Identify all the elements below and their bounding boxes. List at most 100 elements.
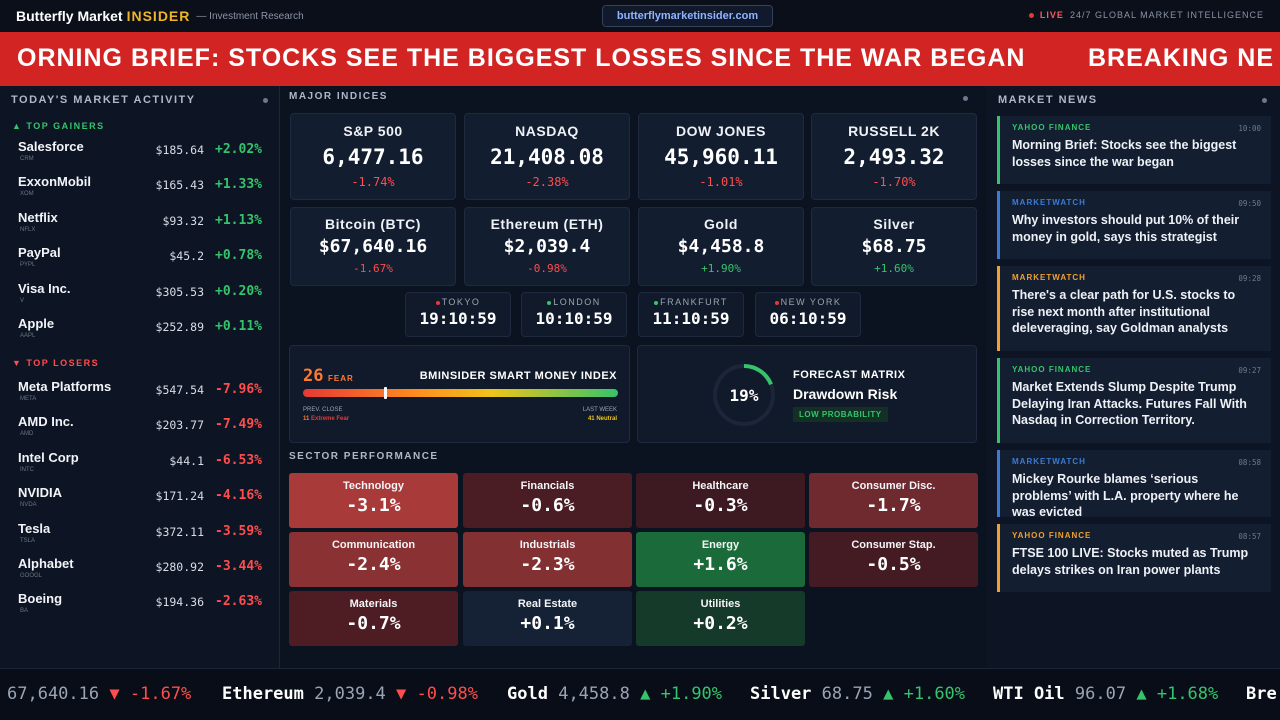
stock-row[interactable]: Apple AAPL $252.89 +0.11% (0, 313, 280, 348)
clock-city: TOKYO (441, 297, 481, 307)
center-panel: MAJOR INDICES S&P 500 6,477.16 -1.74% NA… (281, 86, 987, 668)
stock-row[interactable]: Tesla TSLA $372.11 -3.59% (0, 518, 280, 553)
index-card-russell[interactable]: RUSSELL 2K 2,493.32 -1.70% (811, 113, 977, 200)
smart-money-index-panel[interactable]: 26 FEAR BMINSIDER SMART MONEY INDEX PREV… (289, 345, 630, 443)
stock-row[interactable]: NVIDIA NVDA $171.24 -4.16% (0, 482, 280, 517)
brand-insider: INSIDER (126, 8, 191, 24)
sector-tile[interactable]: Healthcare -0.3% (636, 473, 805, 528)
top-bar: Butterfly Market INSIDER — Investment Res… (0, 0, 1280, 32)
stock-price: $171.24 (155, 489, 204, 504)
stock-row[interactable]: ExxonMobil XOM $165.43 +1.33% (0, 171, 280, 206)
news-item[interactable]: MARKETWATCH 09:28 There's a clear path for… (997, 266, 1271, 351)
ticker-item[interactable]: 67,640.16 ▼ -1.67% (7, 684, 191, 704)
sector-name: Consumer Disc. (851, 480, 936, 492)
stock-ticker: INTC (20, 466, 34, 473)
sector-name: Real Estate (517, 598, 578, 610)
stock-change: -7.49% (215, 417, 262, 433)
asset-value: $2,039.4 (503, 236, 591, 257)
stock-row[interactable]: Boeing BA $194.36 -2.63% (0, 588, 280, 623)
brand-tagline: — Investment Research (196, 10, 304, 22)
news-source: YAHOO FINANCE (1012, 365, 1092, 374)
sector-tile[interactable]: Energy +1.6% (636, 532, 805, 587)
sector-tile[interactable]: Consumer Disc. -1.7% (809, 473, 978, 528)
news-source: MARKETWATCH (1012, 273, 1086, 282)
stock-change: -6.53% (215, 452, 262, 468)
asset-card-silver[interactable]: Silver $68.75 +1.60% (811, 207, 977, 286)
news-item[interactable]: MARKETWATCH 08:58 Mickey Rourke blames ‘se… (997, 450, 1271, 519)
stock-price: $305.53 (155, 284, 204, 299)
stock-row[interactable]: PayPal PYPL $45.2 +0.78% (0, 242, 280, 277)
sector-value: -0.7% (346, 613, 401, 634)
sector-tile[interactable]: Communication -2.4% (289, 532, 458, 587)
news-item[interactable]: YAHOO FINANCE 08:57 FTSE 100 LIVE: Stocks … (997, 524, 1271, 592)
asset-value: $68.75 (861, 236, 927, 257)
news-headline: Morning Brief: Stocks see the biggest lo… (1012, 138, 1237, 169)
sector-name: Technology (343, 480, 404, 492)
site-url[interactable]: butterflymarketinsider.com (602, 5, 773, 27)
stock-change: -2.63% (215, 594, 262, 610)
index-change: -1.01% (699, 175, 743, 189)
ticker-price: 4,458.8 (558, 684, 630, 704)
stock-price: $44.1 (169, 453, 204, 468)
stock-row[interactable]: Intel Corp INTC $44.1 -6.53% (0, 447, 280, 482)
ticker-item[interactable]: WTI Oil 96.07 ▲ +1.68% (993, 684, 1218, 704)
asset-card-bitcoin[interactable]: Bitcoin (BTC) $67,640.16 -1.67% (290, 207, 456, 286)
ticker-change: -1.67% (129, 684, 192, 704)
index-card-dow[interactable]: DOW JONES 45,960.11 -1.01% (638, 113, 804, 200)
stock-ticker: PYPL (20, 262, 36, 269)
live-indicator: LIVE 24/7 GLOBAL MARKET INTELLIGENCE (1028, 10, 1264, 20)
sector-value: -1.7% (866, 495, 921, 516)
news-time: 08:57 (1238, 532, 1261, 541)
news-item[interactable]: YAHOO FINANCE 10:00 Morning Brief: Stocks … (997, 116, 1271, 184)
market-news-title: MARKET NEWS (998, 94, 1098, 106)
sector-tile[interactable]: Utilities +0.2% (636, 591, 805, 646)
asset-change: +1.90% (701, 262, 741, 275)
asset-card-ethereum[interactable]: Ethereum (ETH) $2,039.4 -0.98% (464, 207, 630, 286)
stock-name: AMD Inc. (18, 414, 74, 430)
smart-money-title: BMINSIDER SMART MONEY INDEX (419, 370, 617, 382)
breaking-headline: ORNING BRIEF: STOCKS SEE THE BIGGEST LOS… (17, 44, 1026, 72)
index-card-sp500[interactable]: S&P 500 6,477.16 -1.74% (290, 113, 456, 200)
stock-row[interactable]: Alphabet GOOGL $280.92 -3.44% (0, 553, 280, 588)
index-name: RUSSELL 2K (848, 123, 940, 139)
clock-city: FRANKFURT (660, 297, 728, 307)
index-card-nasdaq[interactable]: NASDAQ 21,408.08 -2.38% (464, 113, 630, 200)
ticker-item[interactable]: Bre (1246, 684, 1277, 704)
news-item[interactable]: MARKETWATCH 09:50 Why investors should put… (997, 191, 1271, 259)
sector-tile[interactable]: Technology -3.1% (289, 473, 458, 528)
sector-value: +0.1% (520, 613, 575, 634)
stock-ticker: NFLX (20, 226, 36, 233)
sector-name: Healthcare (692, 480, 749, 492)
ticker-name: WTI Oil (993, 684, 1065, 704)
asset-card-gold[interactable]: Gold $4,458.8 +1.90% (638, 207, 804, 286)
sector-value: +0.2% (693, 613, 748, 634)
stock-ticker: NVDA (20, 502, 37, 509)
stock-ticker: META (20, 396, 37, 402)
breaking-news-banner[interactable]: ORNING BRIEF: STOCKS SEE THE BIGGEST LOS… (0, 32, 1280, 86)
ticker-item[interactable]: Silver 68.75 ▲ +1.60% (750, 684, 965, 704)
stock-name: Alphabet (18, 555, 74, 571)
ticker-arrow-icon: ▲ (1136, 684, 1147, 704)
stock-row[interactable]: Netflix NFLX $93.32 +1.13% (0, 207, 280, 242)
stock-row[interactable]: Meta Platforms META $547.54 -7.96% (0, 376, 280, 411)
ticker-item[interactable]: Ethereum 2,039.4 ▼ -0.98% (222, 684, 478, 704)
index-change: -1.70% (872, 175, 916, 189)
forecast-matrix-panel[interactable]: 19% FORECAST MATRIX Drawdown Risk LOW PR… (637, 345, 977, 443)
clock-time: 11:10:59 (652, 309, 730, 328)
ticker-item[interactable]: Gold 4,458.8 ▲ +1.90% (507, 684, 722, 704)
brand-logo[interactable]: Butterfly Market INSIDER (16, 8, 190, 24)
breaking-next-headline: BREAKING NE (1088, 44, 1275, 72)
sector-tile[interactable]: Financials -0.6% (463, 473, 632, 528)
ticker-name: Gold (507, 684, 548, 704)
news-item[interactable]: YAHOO FINANCE 09:27 Market Extends Slump D… (997, 358, 1271, 443)
stock-row[interactable]: Visa Inc. V $305.53 +0.20% (0, 278, 280, 313)
stock-row[interactable]: AMD Inc. AMD $203.77 -7.49% (0, 411, 280, 446)
sector-tile[interactable]: Consumer Stap. -0.5% (809, 532, 978, 587)
index-name: NASDAQ (515, 123, 579, 139)
sector-tile[interactable]: Materials -0.7% (289, 591, 458, 646)
sector-tile[interactable]: Industrials -2.3% (463, 532, 632, 587)
ticker-change: +1.68% (1156, 684, 1219, 704)
stock-row[interactable]: Salesforce CRM $185.64 +2.02% (0, 136, 280, 171)
sector-tile[interactable]: Real Estate +0.1% (463, 591, 632, 646)
fear-greed-gauge-bar (303, 389, 618, 397)
